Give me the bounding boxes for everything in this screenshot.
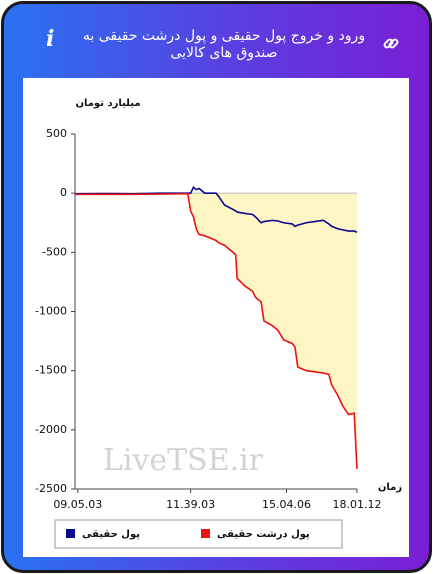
y-tick-label: 500 xyxy=(46,127,67,140)
x-axis-label: زمان xyxy=(378,482,402,493)
y-tick-label: -2500 xyxy=(35,482,67,495)
watermark: LiveTSE.ir xyxy=(103,443,264,478)
legend-label: پول درشت حقیقی xyxy=(217,529,310,540)
y-tick-label: -1000 xyxy=(35,305,67,318)
x-tick-label: 18.01.12 xyxy=(333,498,382,511)
info-icon[interactable]: i xyxy=(46,26,55,52)
x-tick-label: 15.04.06 xyxy=(262,498,311,511)
legend-swatch xyxy=(66,529,75,538)
legend-box xyxy=(54,519,343,549)
y-tick-label: -1500 xyxy=(35,364,67,377)
x-tick-label: 11.39.03 xyxy=(166,498,215,511)
y-tick-label: -2000 xyxy=(35,423,67,436)
series-line xyxy=(75,192,358,469)
legend-label: پول حقیقی xyxy=(82,529,140,540)
x-tick-label: 09.05.03 xyxy=(53,498,102,511)
y-tick-label: -500 xyxy=(42,245,67,258)
area-fill xyxy=(75,193,357,469)
header-title: ورود و خروج پول حقیقی و پول درشت حقیقی ب… xyxy=(82,28,366,61)
series-line xyxy=(74,185,358,233)
link-icon[interactable] xyxy=(382,34,400,52)
legend-swatch xyxy=(201,529,210,538)
y-axis-label: میلیارد تومان xyxy=(75,98,140,109)
y-tick-label: 0 xyxy=(60,186,67,199)
